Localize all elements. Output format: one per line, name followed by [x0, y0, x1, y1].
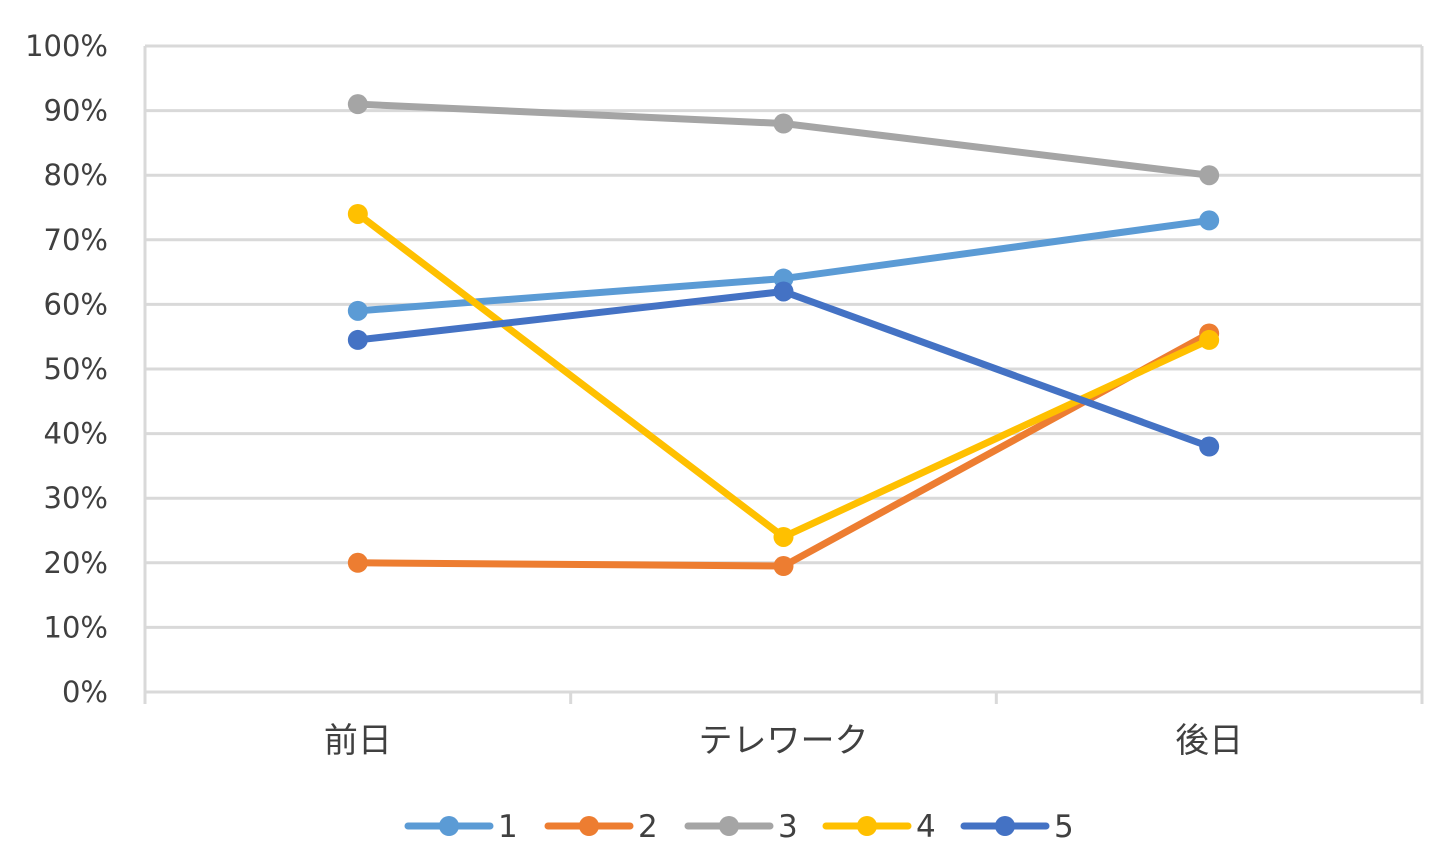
- legend-item: 5: [960, 809, 1074, 845]
- legend-label: 3: [778, 809, 798, 845]
- legend-swatch-marker: [995, 816, 1015, 836]
- y-axis-labels: 0% 10% 20% 30% 40% 50% 60% 70% 80% 90% 100%: [25, 29, 108, 709]
- y-tick-label: 50%: [44, 352, 108, 386]
- x-tick-label: 後日: [1175, 721, 1243, 761]
- y-tick-label: 60%: [44, 287, 108, 321]
- data-point: [773, 526, 794, 547]
- y-tick-label: 90%: [44, 94, 108, 128]
- legend-item: 3: [684, 809, 798, 845]
- data-point: [773, 556, 794, 577]
- series-3: [347, 94, 1220, 186]
- y-tick-label: 30%: [44, 481, 108, 515]
- x-axis-labels: 前日 テレワーク 後日: [324, 721, 1243, 761]
- data-point: [1199, 165, 1220, 186]
- legend-swatch-marker: [857, 816, 877, 836]
- y-tick-label: 10%: [44, 610, 108, 644]
- legend: 1 2 3 4 5: [404, 809, 1074, 845]
- series-line: [354, 210, 1213, 541]
- data-point: [347, 94, 368, 115]
- data-point: [347, 552, 368, 573]
- legend-item: 4: [822, 809, 936, 845]
- legend-label: 4: [916, 809, 936, 845]
- x-tick-label: テレワーク: [699, 721, 869, 761]
- legend-item: 2: [544, 809, 658, 845]
- legend-label: 5: [1054, 809, 1074, 845]
- data-point: [773, 281, 794, 302]
- data-point: [773, 113, 794, 134]
- y-tick-label: 70%: [44, 223, 108, 257]
- legend-swatch-marker: [439, 816, 459, 836]
- y-tick-label: 40%: [44, 417, 108, 451]
- y-tick-label: 20%: [44, 546, 108, 580]
- series-lines: [347, 94, 1220, 577]
- data-point: [347, 329, 368, 350]
- legend-swatch-marker: [719, 816, 739, 836]
- legend-label: 1: [498, 809, 518, 845]
- data-point: [347, 300, 368, 321]
- y-tick-label: 0%: [62, 675, 108, 709]
- series-5: [347, 281, 1220, 457]
- data-point: [1199, 436, 1220, 457]
- x-tick-label: 前日: [324, 721, 392, 761]
- data-point: [347, 203, 368, 224]
- legend-item: 1: [404, 809, 518, 845]
- legend-swatch-marker: [579, 816, 599, 836]
- y-tick-label: 100%: [25, 29, 108, 63]
- data-point: [1199, 210, 1220, 231]
- data-point: [1199, 329, 1220, 350]
- gridlines: [143, 44, 1424, 704]
- legend-label: 2: [638, 809, 658, 845]
- y-tick-label: 80%: [44, 158, 108, 192]
- series-4: [347, 203, 1220, 547]
